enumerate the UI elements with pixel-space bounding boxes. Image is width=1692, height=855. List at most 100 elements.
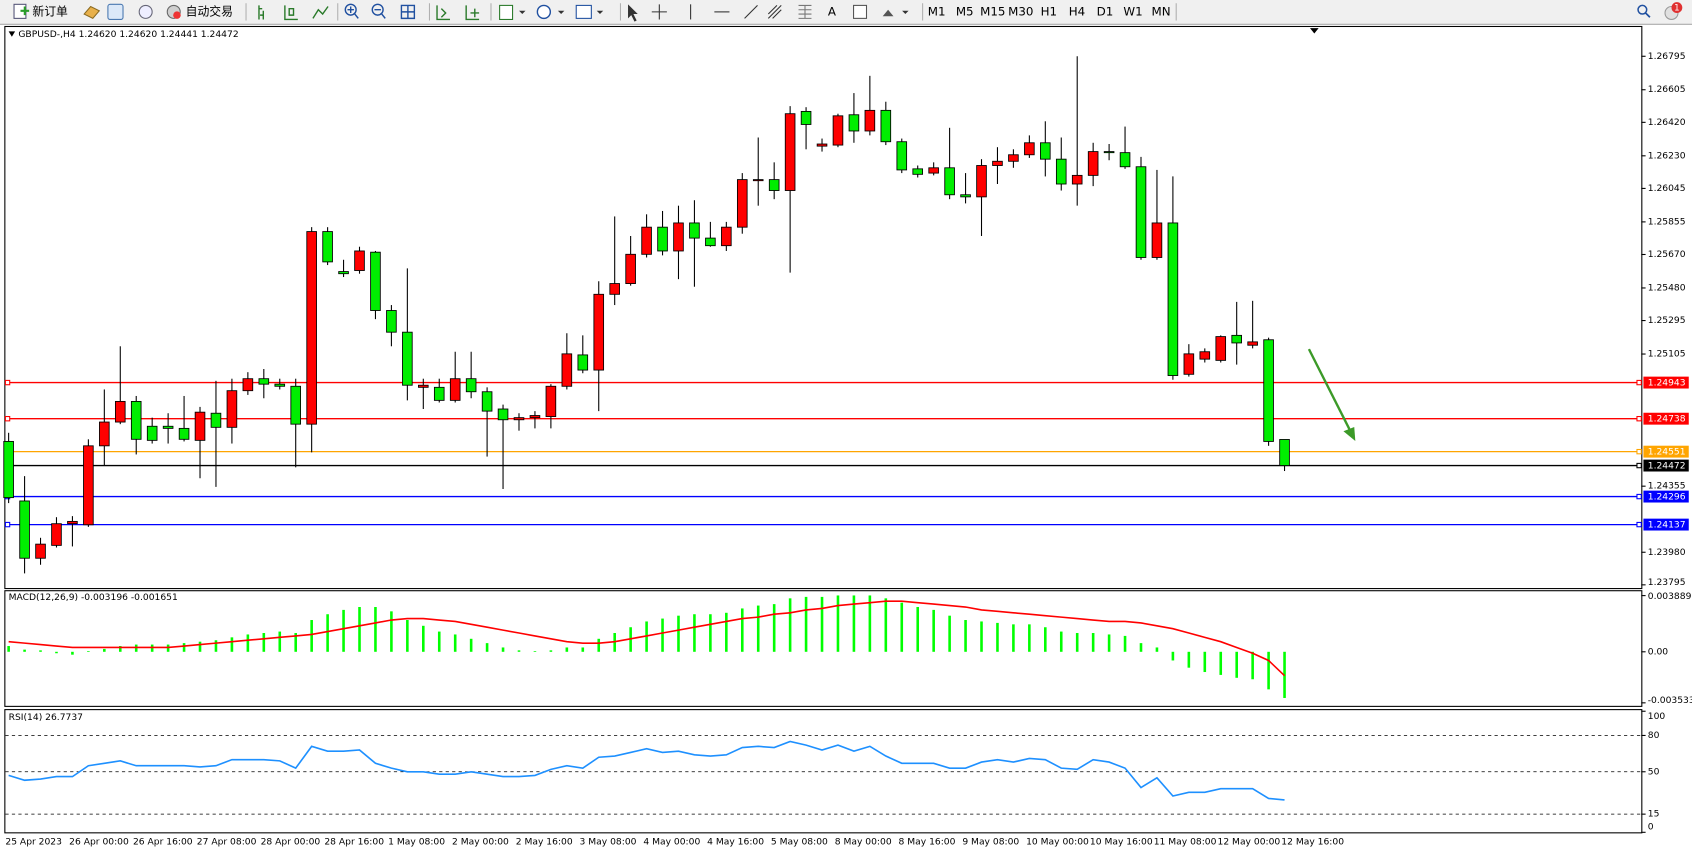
macd-bar: [661, 618, 664, 652]
candle-body: [338, 271, 349, 275]
indicator-title: MACD(12,26,9) -0.003196 -0.001651: [9, 592, 178, 603]
timeframe-button[interactable]: H1: [1041, 4, 1057, 18]
macd-bar: [230, 637, 234, 652]
timeframe-button[interactable]: W1: [1123, 4, 1142, 18]
candle-body: [864, 109, 876, 132]
dropdown-arrow[interactable]: [557, 10, 565, 15]
candle-body: [848, 114, 860, 132]
macd-bar: [1267, 651, 1270, 690]
new-order-button[interactable]: 新订单: [13, 3, 68, 19]
x-tick-label: 28 Apr 00:00: [261, 837, 321, 848]
icon[interactable]: [575, 4, 592, 19]
macd-bar: [374, 607, 377, 652]
cursor-icon[interactable]: [628, 4, 638, 22]
text-tool[interactable]: A: [828, 4, 837, 18]
macd-bar: [804, 596, 808, 652]
candle-body: [1151, 222, 1163, 258]
x-tick-label: 3 May 08:00: [580, 837, 637, 848]
macd-bar: [1171, 651, 1175, 661]
candle-body: [1103, 151, 1115, 154]
timeframe-button[interactable]: H4: [1069, 4, 1085, 18]
icon[interactable]: [83, 5, 101, 20]
arrow-shaft: [1307, 348, 1351, 431]
macd-bar: [278, 631, 282, 652]
macd-bar: [1123, 635, 1127, 652]
macd-bar: [1044, 627, 1047, 652]
candle-body: [928, 167, 939, 174]
x-tick-label: 2 May 00:00: [452, 837, 509, 848]
macd-bar: [1091, 633, 1095, 652]
macd-bar: [55, 651, 58, 654]
arrow-head: [1343, 426, 1356, 442]
level-handle: [1636, 493, 1642, 500]
macd-bar: [725, 612, 728, 652]
x-tick-label: 10 May 00:00: [1026, 837, 1089, 848]
fibo-icon[interactable]: [798, 4, 812, 19]
macd-bar: [182, 643, 186, 652]
macd-bar: [1219, 651, 1223, 675]
timeframe-button[interactable]: M30: [1008, 4, 1033, 18]
macd-bar: [7, 646, 10, 652]
icon[interactable]: [499, 4, 514, 20]
plot: GBPUSD-,H4 1.24620 1.24620 1.24441 1.244…: [3, 29, 1692, 848]
icon[interactable]: [312, 6, 329, 19]
icon[interactable]: [107, 3, 124, 20]
level-handle: [4, 521, 11, 528]
macd-bar: [533, 651, 537, 652]
y-tick-label: 1.26230: [1648, 150, 1686, 161]
notification-badge: [1671, 2, 1683, 13]
level-label-box: [1643, 459, 1689, 472]
macd-bar: [422, 625, 425, 652]
candle-body: [625, 253, 636, 284]
icon[interactable]: [347, 6, 359, 19]
x-tick-label: 8 May 16:00: [899, 837, 956, 848]
macd-bar: [342, 609, 345, 652]
candle-body: [99, 421, 110, 447]
trendline-icon[interactable]: [744, 5, 758, 19]
macd-bar: [1028, 624, 1031, 652]
icon[interactable]: [371, 3, 384, 16]
x-tick-label: 4 May 16:00: [707, 837, 764, 848]
x-tick-label: 10 May 16:00: [1090, 837, 1153, 848]
icon[interactable]: [436, 5, 450, 21]
macd-bar: [948, 615, 951, 652]
dropdown-arrow[interactable]: [596, 10, 604, 15]
timeframe-button[interactable]: M1: [928, 4, 946, 18]
icon[interactable]: [400, 4, 416, 20]
auto-trading-button[interactable]: 自动交易: [166, 4, 233, 19]
timeframe-button[interactable]: M15: [980, 4, 1005, 18]
x-tick-label: 5 May 08:00: [771, 837, 828, 848]
candle-body: [210, 412, 222, 428]
icon[interactable]: [258, 5, 264, 20]
y-tick-label: 1.25295: [1648, 315, 1686, 326]
macd-bar: [1251, 651, 1254, 680]
macd-bar: [709, 614, 712, 652]
dropdown-arrow[interactable]: [519, 10, 526, 15]
candle-body: [386, 310, 397, 333]
shapes-icon[interactable]: [882, 9, 894, 17]
channel-icon[interactable]: [767, 5, 782, 19]
candle-body: [513, 417, 525, 421]
timeframe-button[interactable]: M5: [956, 4, 974, 18]
crosshair-icon[interactable]: [651, 4, 667, 20]
timeframe-button[interactable]: D1: [1097, 4, 1114, 18]
chart-title: GBPUSD-,H4 1.24620 1.24620 1.24441 1.244…: [18, 29, 238, 40]
macd-bar: [326, 614, 329, 652]
search-icon[interactable]: [1637, 4, 1648, 15]
macd-bar: [23, 649, 26, 652]
icon[interactable]: [536, 4, 552, 20]
icon[interactable]: [374, 9, 386, 19]
label-icon[interactable]: [853, 4, 868, 19]
macd-bar: [246, 634, 250, 652]
dropdown-arrow[interactable]: [902, 10, 909, 15]
candle-body: [1024, 142, 1035, 156]
macd-bar: [390, 611, 393, 652]
icon[interactable]: [138, 4, 153, 19]
candle-body: [497, 408, 509, 421]
icon[interactable]: [465, 5, 480, 21]
icon[interactable]: [344, 3, 357, 16]
toolbar: 新订单 自动交易: [0, 0, 1692, 25]
icon[interactable]: [284, 5, 298, 21]
timeframe-button[interactable]: MN: [1152, 4, 1171, 18]
macd-bar: [1139, 643, 1143, 652]
